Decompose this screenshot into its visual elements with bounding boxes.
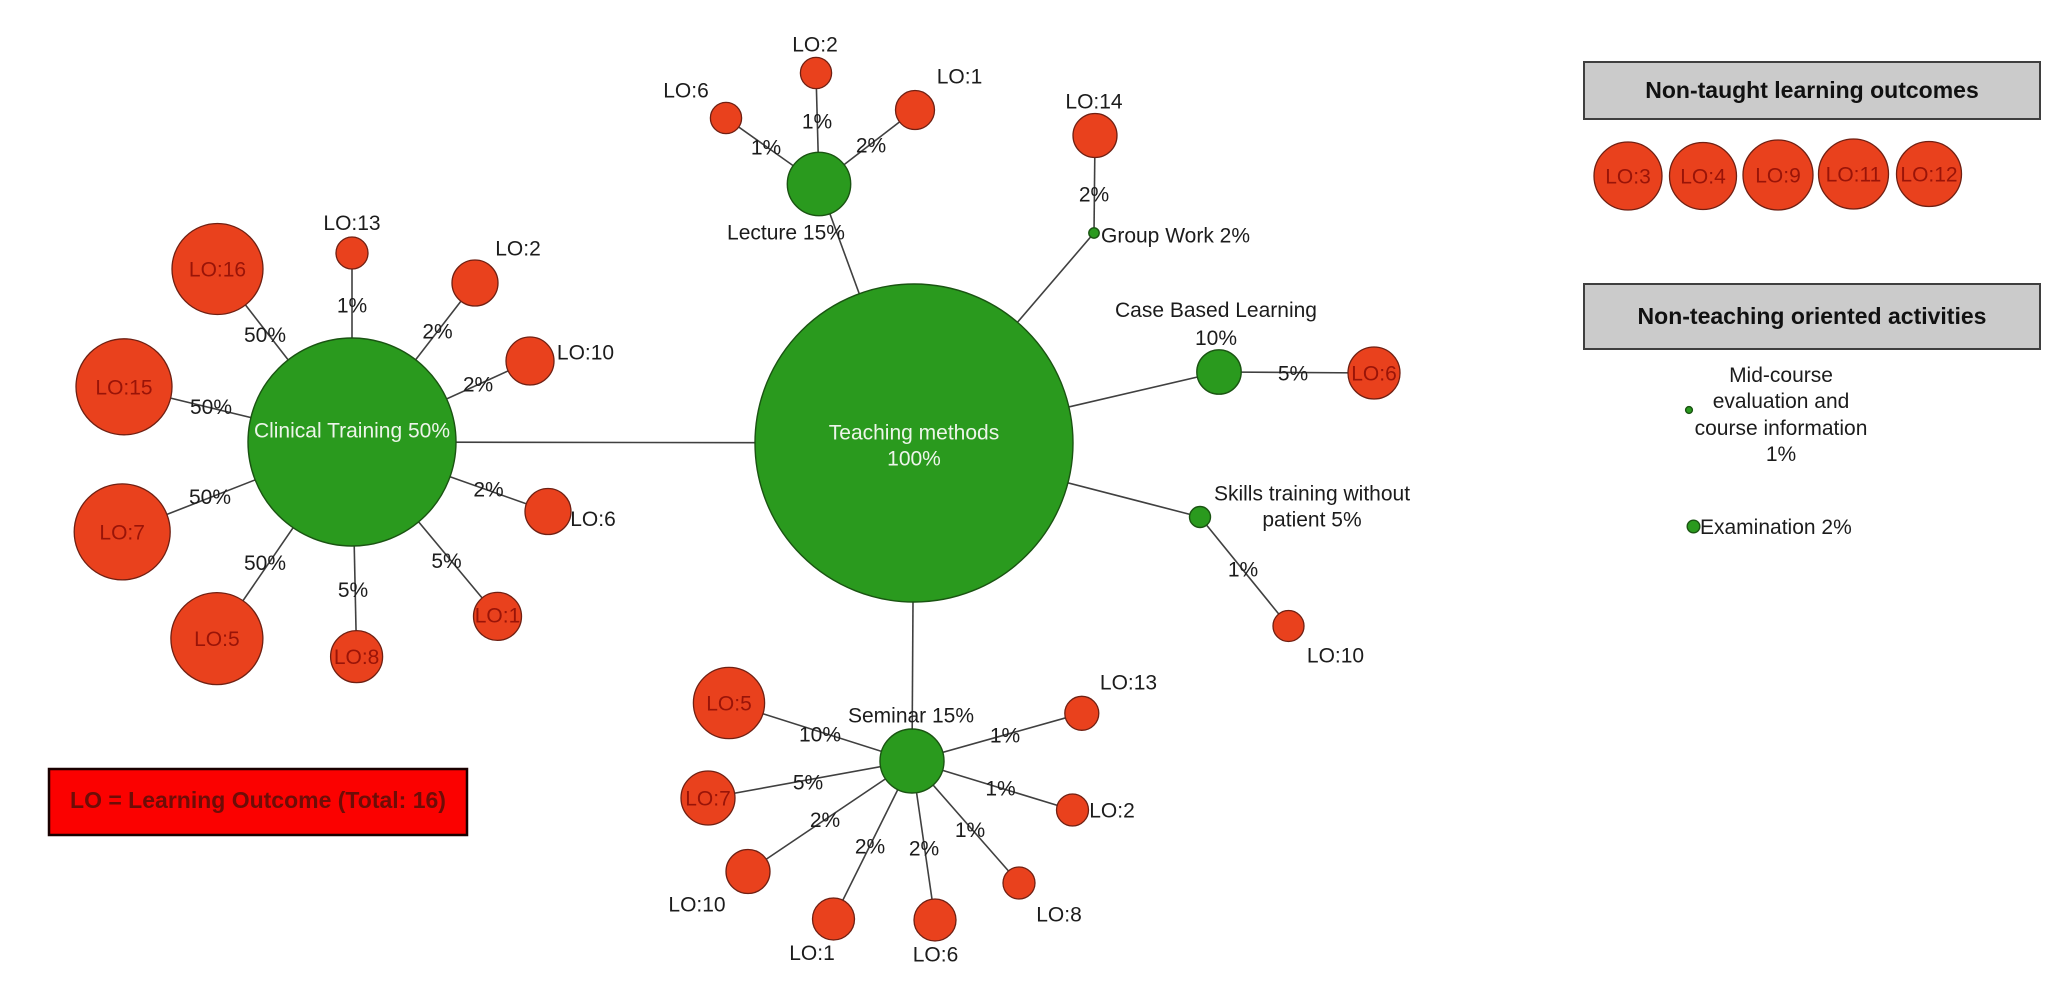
svg-text:1%: 1% [990,725,1020,748]
svg-text:2%: 2% [810,809,840,832]
svg-text:LO:10: LO:10 [1307,645,1364,668]
svg-text:10%: 10% [1195,327,1237,350]
svg-text:LO:2: LO:2 [792,34,838,57]
svg-text:LO:8: LO:8 [1036,904,1082,927]
svg-text:LO:14: LO:14 [1065,91,1123,114]
svg-text:LO:2: LO:2 [495,238,541,261]
svg-text:5%: 5% [1278,363,1308,386]
svg-text:1%: 1% [337,295,367,318]
svg-text:LO:8: LO:8 [334,646,380,669]
svg-text:LO:1: LO:1 [789,942,835,965]
svg-text:10%: 10% [799,724,841,747]
svg-text:5%: 5% [793,772,823,795]
svg-text:LO = Learning Outcome (Total:: LO = Learning Outcome (Total: 16) [70,787,446,813]
svg-text:1%: 1% [802,111,832,134]
svg-text:Group Work 2%: Group Work 2% [1101,225,1250,248]
svg-text:2%: 2% [856,135,886,158]
svg-text:50%: 50% [244,552,286,575]
svg-text:patient 5%: patient 5% [1262,509,1361,532]
svg-text:LO:1: LO:1 [475,605,521,628]
svg-text:2%: 2% [855,836,885,859]
svg-text:LO:6: LO:6 [663,80,709,103]
svg-text:Case Based Learning: Case Based Learning [1115,299,1317,322]
svg-text:5%: 5% [338,579,368,602]
svg-text:100%: 100% [887,448,941,471]
svg-text:2%: 2% [909,838,939,861]
svg-text:2%: 2% [1079,184,1109,207]
svg-text:2%: 2% [473,479,503,502]
svg-text:course information: course information [1695,417,1868,440]
svg-text:Non-taught learning outcomes: Non-taught learning outcomes [1645,77,1979,103]
svg-text:LO:6: LO:6 [570,508,616,531]
svg-text:Teaching methods: Teaching methods [829,422,999,445]
svg-text:2%: 2% [422,321,452,344]
svg-text:LO:1: LO:1 [937,66,983,89]
svg-text:LO:4: LO:4 [1680,166,1726,189]
svg-text:2%: 2% [463,374,493,397]
svg-text:LO:7: LO:7 [99,522,145,545]
svg-text:LO:5: LO:5 [194,628,240,651]
svg-text:LO:3: LO:3 [1605,166,1651,189]
svg-text:1%: 1% [955,819,985,842]
svg-text:5%: 5% [431,550,461,573]
svg-text:Mid-course: Mid-course [1729,364,1833,387]
svg-text:LO:10: LO:10 [557,342,614,365]
svg-text:LO:10: LO:10 [668,894,725,917]
svg-text:LO:5: LO:5 [706,693,752,716]
svg-text:Skills training without: Skills training without [1214,483,1410,506]
svg-text:LO:13: LO:13 [323,212,380,235]
svg-text:1%: 1% [1766,443,1796,466]
svg-text:LO:12: LO:12 [1900,164,1957,187]
svg-text:1%: 1% [1228,559,1258,582]
svg-text:LO:2: LO:2 [1089,800,1135,823]
svg-text:LO:6: LO:6 [1351,363,1397,386]
svg-text:LO:13: LO:13 [1100,672,1157,695]
svg-text:LO:9: LO:9 [1755,165,1801,188]
svg-text:LO:7: LO:7 [685,788,731,811]
svg-text:Clinical Training 50%: Clinical Training 50% [254,420,450,443]
svg-text:LO:6: LO:6 [913,944,959,967]
svg-text:Non-teaching oriented activiti: Non-teaching oriented activities [1638,303,1987,329]
svg-text:LO:16: LO:16 [189,259,246,282]
svg-text:50%: 50% [244,324,286,347]
svg-text:50%: 50% [190,396,232,419]
svg-text:Examination 2%: Examination 2% [1700,516,1852,539]
svg-text:1%: 1% [751,137,781,160]
svg-text:1%: 1% [985,778,1015,801]
svg-text:Lecture 15%: Lecture 15% [727,222,845,245]
svg-text:Seminar 15%: Seminar 15% [848,705,974,728]
svg-text:LO:11: LO:11 [1826,164,1882,187]
svg-text:LO:15: LO:15 [95,377,152,400]
svg-text:evaluation and: evaluation and [1713,390,1850,413]
svg-text:50%: 50% [189,486,231,509]
